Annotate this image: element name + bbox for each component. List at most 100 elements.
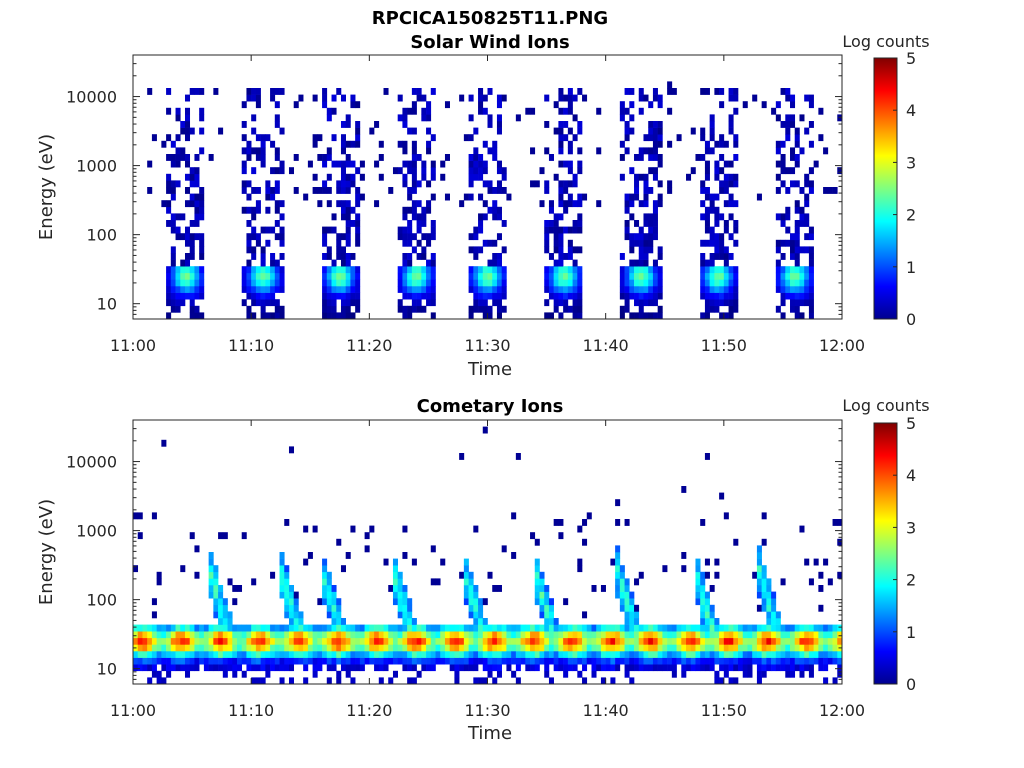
heatmap-cell [208,154,214,161]
heatmap-cell [544,312,550,320]
heatmap-cell [317,637,323,645]
heatmap-cell [553,226,559,234]
heatmap-cell [473,272,479,280]
heatmap-cell [246,644,252,652]
heatmap-cell [553,272,559,280]
heatmap-cell [794,644,800,652]
heatmap-cell [615,545,621,553]
heatmap-cell [615,565,621,573]
heatmap-cell [652,147,658,155]
heatmap-cell [766,624,772,632]
heatmap-cell [241,631,247,639]
heatmap-cell [572,644,578,652]
heatmap-cell [151,611,157,619]
heatmap-cell [355,220,361,227]
heatmap-cell [251,213,257,221]
heatmap-cell [733,279,739,287]
heatmap-cell [170,259,176,267]
heatmap-cell [492,147,498,155]
heatmap-cell [629,88,635,95]
heatmap-cell [506,644,512,652]
heatmap-cell [799,637,805,645]
heatmap-cell [270,279,276,287]
heatmap-cell [813,651,819,658]
heatmap-cell [213,578,219,586]
heatmap-cell [194,644,200,652]
heatmap-cell [180,657,186,665]
heatmap-cell [723,299,729,307]
heatmap-cell [478,624,484,632]
heatmap-cell [426,657,432,665]
heatmap-cell [624,585,630,592]
heatmap-cell [463,585,469,592]
heatmap-cell [426,644,432,652]
heatmap-cell [553,266,559,274]
heatmap-cell [260,631,266,639]
heatmap-cell [832,624,838,632]
heatmap-cell [298,631,304,639]
heatmap-cell [742,670,748,678]
heatmap-cell [142,657,148,665]
heatmap-cell [208,657,214,665]
heatmap-cell [501,624,507,632]
heatmap-cell [227,651,233,658]
heatmap-cell [407,604,413,612]
heatmap-cell [388,631,394,639]
heatmap-cell [156,651,162,658]
heatmap-cell [624,272,630,280]
heatmap-cell [530,180,536,188]
heatmap-cell [728,233,734,241]
heatmap-cell [761,637,767,645]
heatmap-cell [567,226,573,234]
heatmap-cell [416,299,422,307]
heatmap-cell [723,286,729,293]
heatmap-cell [577,193,583,201]
heatmap-cell [317,631,323,639]
heatmap-cell [473,585,479,592]
heatmap-cell [638,94,644,102]
heatmap-cell [671,670,677,678]
heatmap-cell [411,664,417,672]
heatmap-cell [355,657,361,665]
heatmap-cell [303,637,309,645]
heatmap-cell [199,286,205,293]
heatmap-cell [714,233,720,241]
heatmap-cell [402,598,408,606]
heatmap-cell [402,644,408,652]
heatmap-cell [137,664,143,672]
heatmap-cell [804,213,810,221]
heatmap-cell [421,292,427,300]
heatmap-cell [487,272,493,280]
heatmap-cell [771,664,777,672]
heatmap-cell [761,664,767,672]
heatmap-cell [340,299,346,307]
heatmap-cell [213,631,219,639]
heatmap-cell [619,585,625,592]
heatmap-cell [643,213,649,221]
heatmap-cell [818,624,824,632]
heatmap-cell [714,651,720,658]
heatmap-cell [567,101,573,109]
heatmap-cell [657,140,663,148]
heatmap-cell [501,292,507,300]
heatmap-cell [407,312,413,320]
heatmap-cell [624,226,630,234]
heatmap-cell [355,226,361,234]
heatmap-cell [473,173,479,181]
heatmap-cell [402,279,408,287]
heatmap-cell [397,611,403,619]
heatmap-cell [241,206,247,214]
heatmap-cell [733,637,739,645]
heatmap-cell [478,305,484,313]
heatmap-cell [496,657,502,665]
heatmap-cell [657,279,663,287]
heatmap-cell [563,266,569,274]
heatmap-cell [355,644,361,652]
heatmap-cell [638,286,644,293]
heatmap-cell [274,644,280,652]
heatmap-cell [723,246,729,254]
heatmap-cell [624,519,630,526]
heatmap-cell [284,585,290,592]
heatmap-cell [251,312,257,320]
heatmap-cell [558,279,564,287]
